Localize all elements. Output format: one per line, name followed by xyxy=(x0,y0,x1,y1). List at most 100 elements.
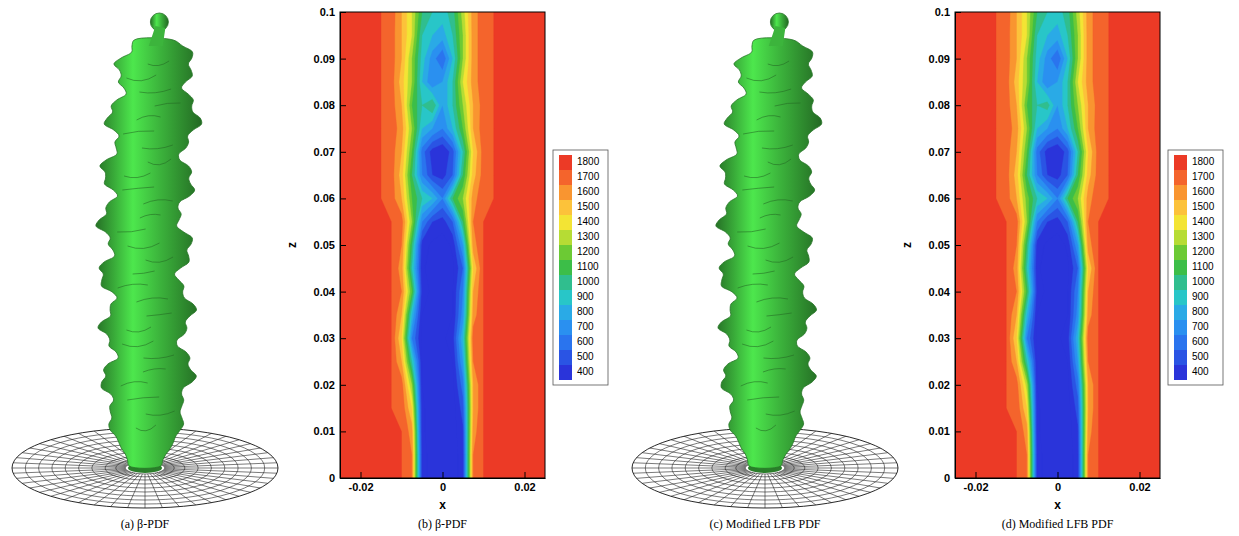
color-bar-swatch xyxy=(559,200,572,215)
contour-band xyxy=(955,12,1160,478)
surface-fold xyxy=(146,313,171,316)
color-bar-swatch xyxy=(559,350,572,365)
surface-fold xyxy=(128,243,160,249)
color-bar-label: 400 xyxy=(1192,366,1209,377)
contour-band xyxy=(340,12,545,478)
surface-fold xyxy=(126,327,151,332)
y-tick-label: 0.07 xyxy=(929,146,950,158)
contour-band xyxy=(340,12,545,478)
surface-fold xyxy=(133,271,155,274)
y-tick-mark xyxy=(340,478,346,479)
surface-fold xyxy=(768,159,791,165)
y-tick: 0 xyxy=(944,472,961,484)
contour-band xyxy=(955,12,1160,478)
panel-caption: (b) β-PDF xyxy=(418,517,467,531)
y-tick-label: 0.07 xyxy=(314,146,335,158)
surface-fold xyxy=(143,200,172,204)
contour-band xyxy=(340,12,545,478)
mesh-spoke xyxy=(30,448,128,465)
surface-fold xyxy=(746,75,776,81)
y-axis-title: z xyxy=(900,242,914,248)
color-bar-swatch xyxy=(1174,260,1187,275)
x-tick-label: 0.02 xyxy=(514,481,535,493)
surface-fold xyxy=(121,382,148,386)
color-bar-swatch xyxy=(1174,155,1187,170)
surface-fold xyxy=(753,271,775,274)
color-bar-label: 900 xyxy=(1192,291,1209,302)
mesh-spoke xyxy=(632,468,745,469)
y-tick-mark xyxy=(955,105,961,106)
contour-field xyxy=(340,12,545,478)
color-bar: 1800170016001500140013001200110010009008… xyxy=(553,150,608,385)
plot-frame xyxy=(340,12,545,478)
y-tick: 0.05 xyxy=(929,239,961,251)
surface-fold xyxy=(763,355,794,359)
contour-panel: -0.0200.0200.010.020.030.040.050.060.070… xyxy=(900,0,1223,531)
color-bar-label: 1200 xyxy=(577,246,600,257)
color-bar-label: 1000 xyxy=(1192,276,1215,287)
contour-band xyxy=(955,12,1160,478)
color-bar-label: 600 xyxy=(1192,336,1209,347)
color-bar-label: 900 xyxy=(577,291,594,302)
color-bar-swatch xyxy=(559,275,572,290)
x-tick-mark xyxy=(1058,472,1059,478)
surface-fold xyxy=(139,89,171,93)
contour-band xyxy=(340,12,545,478)
mesh-spoke xyxy=(157,473,226,500)
color-bar-swatch xyxy=(1174,200,1187,215)
x-tick-mark xyxy=(976,472,977,478)
panel-caption: (d) Modified LFB PDF xyxy=(1002,517,1114,531)
contour-band xyxy=(955,12,1160,478)
y-axis-title: z xyxy=(285,242,299,248)
x-tick: 0.02 xyxy=(514,472,535,493)
color-bar-swatch xyxy=(559,245,572,260)
surface-fold xyxy=(757,116,781,120)
color-bar-label: 1100 xyxy=(1192,261,1214,272)
surface-fold xyxy=(768,61,789,66)
panel-caption: (a) β-PDF xyxy=(121,517,170,531)
y-tick: 0.07 xyxy=(314,146,346,158)
x-tick-label: -0.02 xyxy=(348,481,373,493)
surface-fold xyxy=(746,327,771,332)
surface-fold xyxy=(148,159,171,165)
color-bar-swatch xyxy=(1174,320,1187,335)
y-tick: 0.1 xyxy=(320,6,346,18)
contour-band xyxy=(955,12,1160,478)
color-bar-swatch xyxy=(1174,305,1187,320)
color-bar-box xyxy=(1168,150,1223,385)
y-tick-label: 0.01 xyxy=(929,425,950,437)
y-tick-label: 0.03 xyxy=(929,332,950,344)
surface-fold xyxy=(127,397,159,400)
color-bar-label: 1800 xyxy=(577,156,600,167)
figure: (a) β-PDF-0.0200.0200.010.020.030.040.05… xyxy=(0,0,1239,536)
panel-caption: (c) Modified LFB PDF xyxy=(710,517,821,531)
isosurface-neck xyxy=(149,26,166,46)
isosurface-panel: (a) β-PDF xyxy=(12,13,278,531)
y-tick-mark xyxy=(955,198,961,199)
isosurface-body xyxy=(96,38,202,469)
mesh-spoke xyxy=(165,468,278,469)
y-tick-mark xyxy=(340,338,346,339)
surface-fold xyxy=(117,229,145,232)
color-bar-box xyxy=(553,150,608,385)
x-tick-mark xyxy=(525,472,526,478)
color-bar-label: 500 xyxy=(1192,351,1209,362)
mesh-spoke xyxy=(781,444,871,465)
surface-fold xyxy=(126,75,156,81)
surface-fold xyxy=(155,103,181,106)
color-bar-swatch xyxy=(1174,365,1187,380)
contour-band xyxy=(340,12,545,478)
y-tick-mark xyxy=(955,338,961,339)
surface-fold xyxy=(122,341,153,347)
surface-fold xyxy=(142,145,173,149)
color-bar-label: 1500 xyxy=(1192,201,1215,212)
y-tick-mark xyxy=(955,12,961,13)
surface-fold xyxy=(124,173,150,178)
color-bar-label: 700 xyxy=(577,321,594,332)
color-bar-swatch xyxy=(559,230,572,245)
y-tick-label: 0.04 xyxy=(929,286,951,298)
contour-band xyxy=(340,12,545,478)
mesh-spoke xyxy=(699,473,756,502)
contour-band xyxy=(340,12,545,478)
y-tick-mark xyxy=(955,292,961,293)
